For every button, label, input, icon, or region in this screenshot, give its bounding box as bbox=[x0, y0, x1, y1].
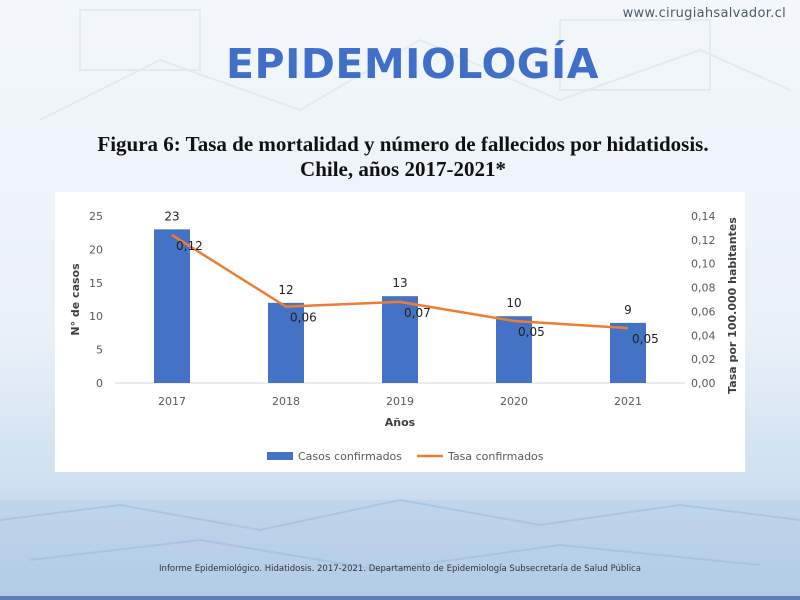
y2-tick-label: 0,00 bbox=[691, 377, 716, 390]
combo-chart: 0 5 10 15 20 25 0,00 0,02 0,04 0,06 0,08 0,10 0,12 0,… bbox=[69, 209, 739, 463]
y-tick-label: 25 bbox=[89, 210, 103, 223]
legend-label: Casos confirmados bbox=[298, 450, 402, 463]
y2-tick-label: 0,10 bbox=[691, 258, 716, 271]
x-tick-label: 2017 bbox=[158, 395, 186, 408]
y2-tick-label: 0,06 bbox=[691, 305, 716, 318]
y2-tick-label: 0,14 bbox=[691, 210, 716, 223]
line-data-label: 0,07 bbox=[404, 306, 431, 320]
series-line bbox=[171, 234, 629, 330]
site-url[interactable]: www.cirugiahsalvador.cl bbox=[622, 6, 786, 21]
bar-data-label: 10 bbox=[506, 296, 521, 310]
figure-title: Figura 6: Tasa de mortalidad y número de… bbox=[0, 132, 800, 182]
y2-tick-label: 0,04 bbox=[691, 329, 716, 342]
bar bbox=[154, 229, 190, 383]
y-tick-label: 10 bbox=[89, 310, 103, 323]
y2-axis-title: Tasa por 100.000 habitantes bbox=[726, 217, 739, 394]
y2-tick-label: 0,12 bbox=[691, 234, 716, 247]
y-tick-label: 15 bbox=[89, 277, 103, 290]
bar bbox=[610, 322, 646, 383]
bar bbox=[268, 302, 304, 383]
x-tick-label: 2020 bbox=[500, 395, 528, 408]
figure-title-line2: Chile, años 2017-2021* bbox=[300, 157, 506, 181]
y-tick-label: 0 bbox=[96, 377, 103, 390]
x-tick-label: 2018 bbox=[272, 395, 300, 408]
line-data-label: 0,12 bbox=[176, 239, 203, 253]
legend-swatch-bar bbox=[267, 452, 293, 460]
y2-tick-label: 0,08 bbox=[691, 282, 716, 295]
line-data-label: 0,05 bbox=[518, 325, 545, 339]
x-axis-title: Años bbox=[385, 416, 416, 429]
bar bbox=[496, 316, 532, 383]
slide-title: EPIDEMIOLOGÍA bbox=[226, 40, 599, 88]
bar-data-label: 13 bbox=[392, 276, 407, 290]
y-tick-label: 20 bbox=[89, 243, 103, 256]
bar bbox=[382, 296, 418, 383]
y-axis-title: N° de casos bbox=[69, 263, 82, 336]
figure-title-line1: Figura 6: Tasa de mortalidad y número de… bbox=[97, 132, 709, 156]
x-tick-label: 2019 bbox=[386, 395, 414, 408]
bar-data-label: 9 bbox=[624, 303, 632, 317]
line-data-label: 0,06 bbox=[290, 311, 317, 325]
x-tick-label: 2021 bbox=[614, 395, 642, 408]
y2-tick-label: 0,02 bbox=[691, 353, 716, 366]
source-citation: Informe Epidemiológico. Hidatidosis. 201… bbox=[159, 564, 641, 574]
line-data-label: 0,05 bbox=[632, 332, 659, 346]
bar-data-label: 23 bbox=[164, 209, 179, 223]
y-tick-label: 5 bbox=[96, 344, 103, 357]
bar-data-label: 12 bbox=[278, 283, 293, 297]
legend-label: Tasa confirmados bbox=[447, 450, 544, 463]
